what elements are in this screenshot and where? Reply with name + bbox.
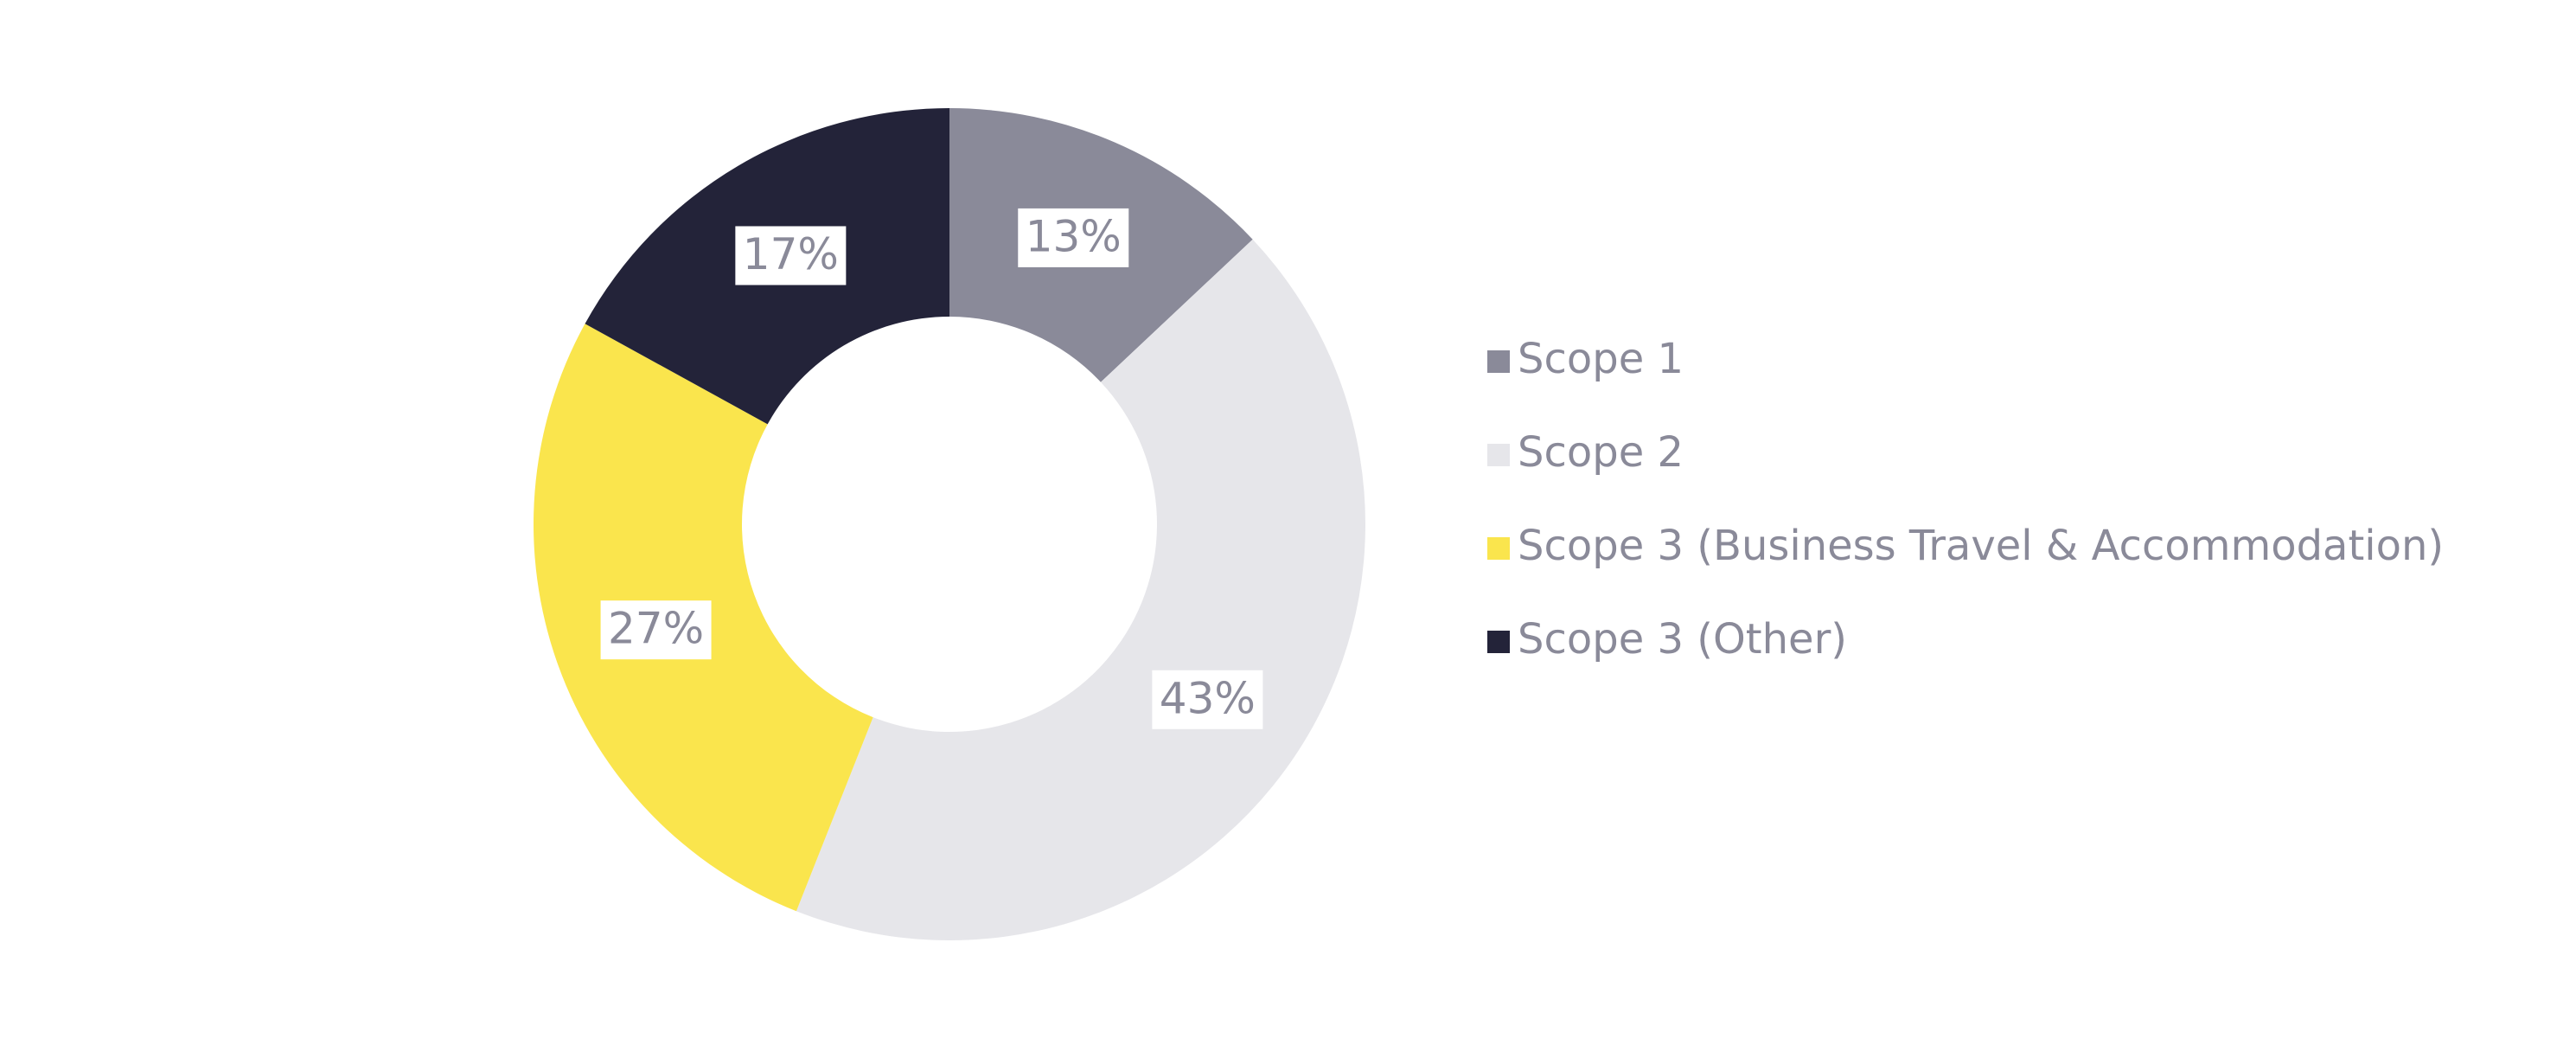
donut-slice xyxy=(796,239,1366,941)
data-label-box xyxy=(1018,208,1129,267)
legend-label: Scope 3 (Other) xyxy=(1518,615,1847,664)
legend-label: Scope 2 xyxy=(1518,428,1684,477)
data-label-box xyxy=(1152,670,1263,729)
data-label: 17% xyxy=(743,229,839,279)
data-label: 27% xyxy=(608,604,704,654)
legend-label: Scope 1 xyxy=(1518,335,1684,383)
legend-swatch xyxy=(1487,444,1510,466)
data-label-box xyxy=(600,600,712,660)
legend-label: Scope 3 (Business Travel & Accommodation… xyxy=(1518,522,2444,570)
legend-swatch xyxy=(1487,631,1510,653)
legend-swatch xyxy=(1487,537,1510,560)
data-label: 43% xyxy=(1160,673,1256,723)
data-label-box xyxy=(735,226,847,285)
legend-swatch xyxy=(1487,350,1510,373)
data-label: 13% xyxy=(1026,211,1122,261)
